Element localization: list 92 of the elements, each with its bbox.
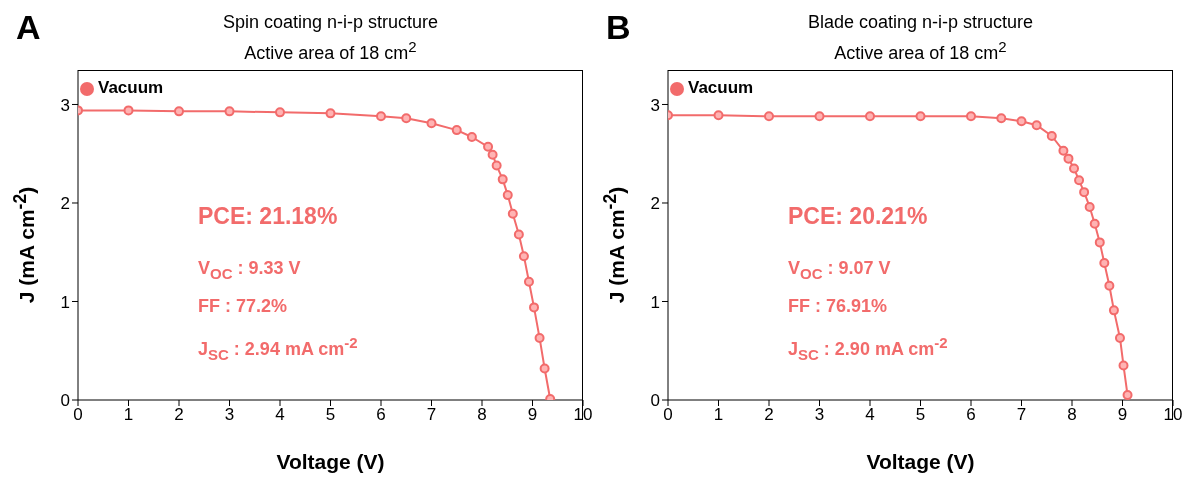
point bbox=[1016, 116, 1027, 127]
point bbox=[1099, 258, 1110, 269]
x-tick-label: 9 bbox=[527, 405, 538, 425]
annotation: PCE: 20.21% bbox=[788, 203, 928, 230]
x-axis-title: Voltage (V) bbox=[865, 450, 976, 474]
point bbox=[497, 174, 508, 185]
y-tick-label: 3 bbox=[650, 95, 660, 115]
x-tick-label: 4 bbox=[865, 405, 875, 425]
point bbox=[529, 302, 540, 313]
x-tick-label: 0 bbox=[663, 405, 673, 425]
text: Blade coating n-i-p structure bbox=[806, 12, 1035, 33]
annotation: V$_{OC}$ : 9.33 V bbox=[198, 258, 301, 282]
point bbox=[224, 106, 235, 117]
point bbox=[1089, 218, 1100, 229]
point bbox=[1118, 360, 1129, 371]
text: Active area of 18 cm$^{2}$ bbox=[833, 38, 1008, 64]
point bbox=[1104, 280, 1115, 291]
x-tick-label: 1 bbox=[123, 405, 134, 425]
y-tick-label: 1 bbox=[650, 292, 660, 312]
point bbox=[1084, 201, 1095, 212]
text: Active area of 18 cm$^{2}$ bbox=[243, 38, 418, 64]
point bbox=[275, 107, 285, 118]
x-tick-label: 1 bbox=[713, 405, 724, 425]
legend-label: Vacuum bbox=[98, 78, 164, 97]
text: Spin coating n-i-p structure bbox=[221, 12, 440, 33]
point bbox=[466, 131, 477, 142]
point bbox=[491, 160, 502, 171]
annotation: FF : 76.91% bbox=[788, 296, 888, 317]
point bbox=[426, 118, 437, 129]
x-tick-label: 8 bbox=[1067, 405, 1077, 425]
point bbox=[1063, 153, 1074, 164]
point bbox=[539, 363, 550, 374]
point bbox=[376, 111, 386, 122]
x-tick-label: 8 bbox=[477, 405, 487, 425]
point bbox=[1079, 187, 1090, 198]
point bbox=[713, 110, 724, 121]
x-tick-label: 6 bbox=[376, 405, 386, 425]
annotation: J$_{SC}$ : 2.90 mA cm$^{-2}$ bbox=[788, 334, 948, 363]
point bbox=[483, 141, 494, 152]
point bbox=[996, 113, 1007, 124]
chart-title: A bbox=[16, 8, 41, 47]
point bbox=[487, 149, 498, 160]
point bbox=[1108, 305, 1119, 316]
x-axis-title: Voltage (V) bbox=[275, 450, 386, 474]
x-tick-label: 3 bbox=[814, 405, 825, 425]
annotation: FF : 77.2% bbox=[198, 296, 288, 317]
point bbox=[401, 113, 412, 124]
point bbox=[966, 111, 976, 122]
point bbox=[865, 111, 875, 122]
point bbox=[1094, 237, 1105, 248]
point bbox=[325, 108, 336, 119]
point bbox=[518, 251, 529, 262]
x-tick-label: 2 bbox=[764, 405, 774, 425]
point bbox=[1031, 120, 1042, 131]
point bbox=[523, 276, 534, 287]
annotation: J$_{SC}$ : 2.94 mA cm$^{-2}$ bbox=[198, 334, 358, 363]
y-tick-label: 2 bbox=[650, 194, 660, 214]
annotation: PCE: 21.18% bbox=[198, 203, 338, 230]
x-tick-label: 3 bbox=[224, 405, 235, 425]
y-tick-label: 1 bbox=[60, 292, 70, 312]
x-tick-label: 4 bbox=[275, 405, 285, 425]
y-tick-label: 3 bbox=[60, 95, 70, 115]
x-tick-label: 5 bbox=[915, 405, 926, 425]
chart-title: B bbox=[606, 8, 631, 47]
y-tick-label: 0 bbox=[60, 391, 70, 411]
x-tick-label: 5 bbox=[325, 405, 336, 425]
point bbox=[1114, 332, 1125, 343]
point bbox=[513, 229, 524, 240]
point bbox=[814, 111, 825, 122]
point bbox=[123, 105, 134, 116]
x-tick-label: 7 bbox=[1016, 405, 1027, 425]
x-tick-label: 0 bbox=[73, 405, 83, 425]
x-tick-label: 9 bbox=[1117, 405, 1128, 425]
annotation: V$_{OC}$ : 9.07 V bbox=[788, 258, 891, 282]
x-tick-label: 7 bbox=[426, 405, 437, 425]
point bbox=[915, 111, 926, 122]
point bbox=[1122, 390, 1133, 400]
point bbox=[764, 111, 774, 122]
x-tick-label: 6 bbox=[966, 405, 976, 425]
x-tick-label: 2 bbox=[174, 405, 184, 425]
point bbox=[502, 190, 513, 201]
legend-label: Vacuum bbox=[688, 78, 754, 97]
point bbox=[1074, 175, 1085, 186]
point bbox=[1058, 145, 1069, 156]
point bbox=[174, 106, 184, 117]
point bbox=[507, 208, 518, 219]
y-tick-label: 2 bbox=[60, 194, 70, 214]
point bbox=[1069, 163, 1080, 174]
point bbox=[451, 125, 462, 136]
y-tick-label: 0 bbox=[650, 391, 660, 411]
point bbox=[1046, 131, 1057, 141]
point bbox=[534, 332, 545, 343]
